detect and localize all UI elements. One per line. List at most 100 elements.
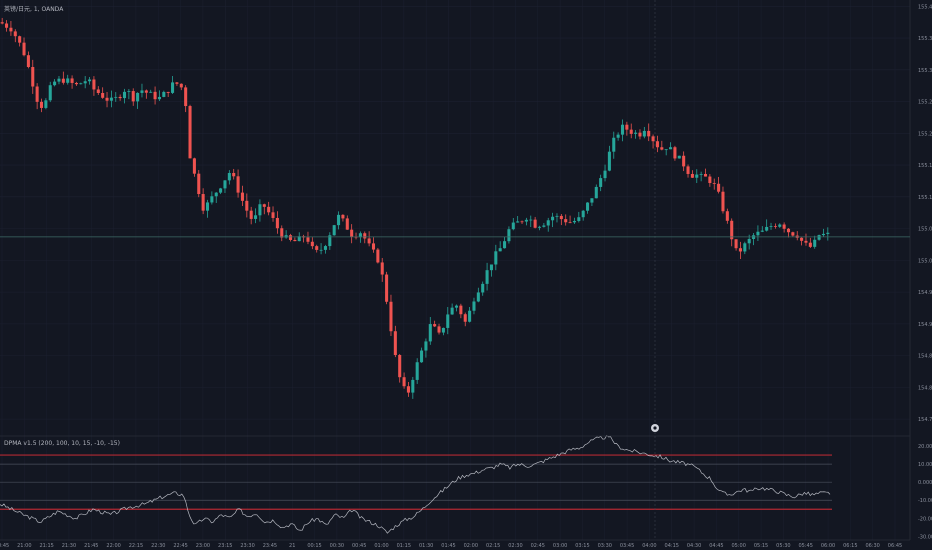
candle-body (297, 236, 301, 242)
time-tick-label: 05:00 (732, 543, 746, 549)
candle-body (786, 228, 791, 233)
candle-body (406, 386, 410, 393)
candle-body (105, 97, 109, 101)
candle-body (109, 97, 113, 101)
candle-body (725, 211, 729, 221)
candle-body (651, 136, 655, 142)
candle-body (127, 91, 131, 92)
time-tick-label: 21:45 (84, 543, 98, 549)
time-tick-label: 23:30 (240, 543, 254, 549)
candle-body (13, 31, 17, 37)
candle-body (306, 237, 310, 242)
candle-body (258, 204, 262, 216)
candle-body (402, 377, 406, 387)
candle-body (529, 219, 533, 221)
candle-body (773, 226, 777, 228)
candle-body (201, 194, 205, 211)
candle-body (804, 240, 808, 243)
candle-body (599, 178, 603, 187)
candle-body (494, 251, 498, 265)
candle-body (284, 235, 288, 238)
candle-body (476, 292, 480, 302)
time-tick-label: 00:30 (330, 543, 344, 549)
candle-body (756, 231, 760, 236)
candle-body (760, 230, 764, 232)
candle-body (74, 82, 78, 85)
candle-body (778, 224, 782, 227)
candle-body (537, 226, 542, 228)
price-tick-label: 155.200 (918, 131, 932, 137)
price-tick-label: 154.800 (918, 385, 932, 391)
candle-body (393, 331, 397, 355)
candle-body (581, 210, 585, 218)
candle-body (791, 232, 795, 236)
time-tick-label: 04:15 (665, 543, 679, 549)
candle-body (638, 132, 642, 137)
candle-body (568, 222, 572, 224)
price-tick-label: 154.900 (918, 322, 932, 328)
candle-body (647, 130, 651, 137)
time-tick-label: 22:15 (129, 543, 143, 549)
candle-body (214, 192, 218, 197)
price-tick-label: 154.950 (918, 290, 932, 296)
time-tick-label: 23:15 (218, 543, 232, 549)
candle-body (690, 173, 694, 178)
candle-body (450, 307, 454, 315)
candle-body (420, 350, 424, 363)
settings-icon-hole[interactable] (653, 426, 657, 430)
candle-body (271, 212, 275, 218)
candle-body (70, 78, 74, 83)
candle-body (516, 221, 520, 223)
time-tick-label: 03:00 (553, 543, 567, 549)
osc-tick-label: 20.0000 (918, 444, 932, 450)
candle-body (817, 235, 821, 240)
candle-body (197, 173, 201, 195)
candle-body (629, 129, 633, 134)
candle-body (210, 196, 214, 203)
candle-body (101, 92, 105, 98)
candle-body (358, 233, 362, 238)
time-tick-label: 02:15 (486, 543, 500, 549)
candle-body (564, 219, 568, 223)
candle-body (424, 341, 428, 351)
candle-body (367, 238, 371, 244)
candle-body (586, 202, 590, 211)
candle-body (350, 229, 354, 237)
time-tick-label: 22:45 (173, 543, 187, 549)
candle-body (376, 249, 380, 263)
candle-body (625, 124, 629, 130)
candle-body (634, 132, 638, 134)
candle-body (245, 200, 249, 211)
candle-body (96, 89, 100, 93)
price-tick-label: 155.350 (918, 36, 932, 42)
candle-body (162, 91, 166, 97)
osc-tick-label: -20.0000 (918, 516, 932, 522)
candle-body (743, 243, 747, 252)
candle-body (171, 82, 175, 93)
candle-body (385, 274, 389, 302)
candle-body (721, 191, 725, 212)
candle-body (703, 173, 708, 177)
candle-body (140, 90, 144, 93)
settings-icon[interactable] (651, 424, 659, 432)
candle-body (441, 327, 445, 333)
candle-body (686, 166, 690, 174)
candle-body (620, 124, 625, 135)
time-tick-label: 21:30 (62, 543, 76, 549)
candle-body (433, 324, 437, 327)
candle-body (18, 36, 22, 43)
candle-body (411, 379, 415, 393)
osc-tick-label: 10.0000 (918, 462, 932, 468)
candle-body (734, 239, 738, 249)
candle-body (520, 221, 524, 223)
candle-body (489, 264, 493, 271)
candle-body (48, 85, 52, 101)
candle-body (188, 106, 192, 159)
candle-body (310, 241, 314, 247)
time-tick-label: 06:00 (821, 543, 835, 549)
time-tick-label: 04:45 (709, 543, 723, 549)
candle-body (485, 270, 489, 284)
price-tick-label: 155.000 (918, 258, 932, 264)
time-tick-label: 03:30 (598, 543, 612, 549)
